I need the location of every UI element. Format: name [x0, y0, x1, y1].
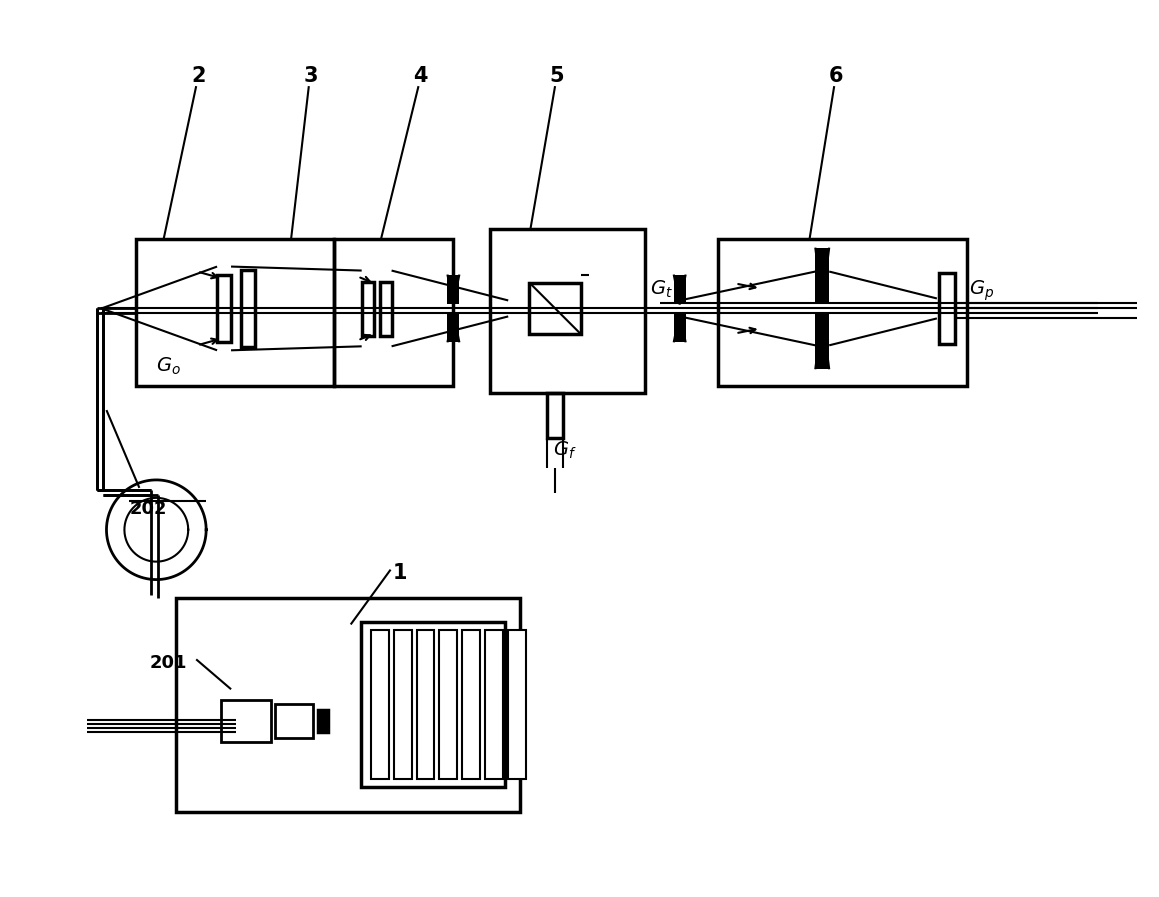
Bar [318, 710, 328, 732]
Bar [371, 631, 388, 779]
Bar [380, 282, 392, 336]
Text: 3: 3 [304, 66, 318, 86]
Bar [221, 701, 271, 743]
Text: $G_o$: $G_o$ [156, 355, 181, 377]
Bar [486, 631, 503, 779]
Text: $G_f$: $G_f$ [553, 440, 577, 461]
Bar [939, 273, 955, 344]
Text: 201: 201 [150, 654, 187, 673]
Bar [490, 229, 644, 393]
Bar [530, 283, 581, 335]
Bar [137, 239, 334, 387]
Bar [815, 248, 829, 302]
Bar [334, 239, 453, 387]
Text: 4: 4 [414, 66, 428, 86]
Bar [275, 704, 313, 738]
Bar [815, 315, 829, 370]
Bar [394, 631, 411, 779]
Text: 1: 1 [393, 562, 407, 583]
Bar [508, 631, 526, 779]
Bar [673, 312, 686, 343]
Bar [447, 274, 459, 304]
Text: $G_p$: $G_p$ [969, 279, 994, 303]
Bar [416, 631, 435, 779]
Bar [241, 270, 255, 347]
Text: 202: 202 [130, 500, 167, 518]
Bar [217, 274, 231, 343]
Bar [176, 597, 520, 812]
Bar [547, 393, 563, 438]
Bar [447, 312, 459, 343]
Text: $G_t$: $G_t$ [650, 279, 672, 300]
Bar [362, 282, 373, 336]
Bar [462, 631, 480, 779]
Text: 6: 6 [829, 66, 844, 86]
Bar [673, 274, 686, 304]
Bar [717, 239, 967, 387]
Text: 5: 5 [549, 66, 564, 86]
Text: 2: 2 [191, 66, 205, 86]
Bar [439, 631, 458, 779]
Bar [360, 623, 505, 787]
